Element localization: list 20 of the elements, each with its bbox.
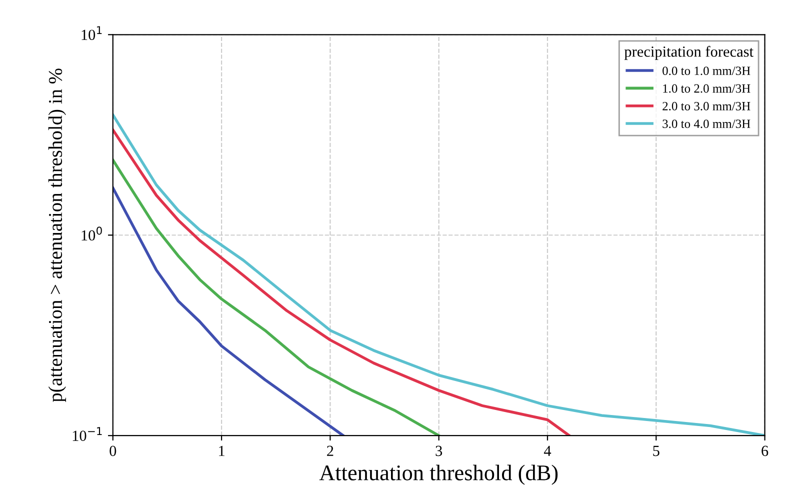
y-tick-label: 10$^{0}$ bbox=[82, 226, 102, 241]
x-tick-label: 5 bbox=[653, 446, 660, 456]
line-series bbox=[112, 186, 345, 436]
y-tick-label: 10$^{1}$ bbox=[82, 26, 102, 40]
line-series bbox=[112, 128, 571, 436]
legend-title: precipitation forecast bbox=[624, 46, 754, 60]
x-tick-label: 6 bbox=[762, 446, 768, 456]
x-tick-label: 4 bbox=[544, 446, 552, 456]
legend-label: 3.0 to 4.0 mm/3H bbox=[662, 120, 750, 128]
y-tick-label: 10$^{−1}$ bbox=[72, 427, 102, 441]
legend-label: 0.0 to 1.0 mm/3H bbox=[662, 66, 750, 76]
y-axis-title: p(attenuation > attenuation threshold) in % bbox=[48, 68, 66, 402]
line-series bbox=[112, 158, 440, 436]
x-tick-label: 2 bbox=[327, 446, 334, 456]
legend-label: 1.0 to 2.0 mm/3H bbox=[663, 84, 750, 93]
x-tick-label: 1 bbox=[219, 446, 224, 456]
x-axis-title: Attenuation threshold (dB) bbox=[319, 464, 558, 485]
legend-label: 2.0 to 3.0 mm/3H bbox=[662, 102, 750, 110]
x-tick-label: 3 bbox=[436, 446, 442, 456]
x-tick-label: 0 bbox=[110, 446, 116, 456]
